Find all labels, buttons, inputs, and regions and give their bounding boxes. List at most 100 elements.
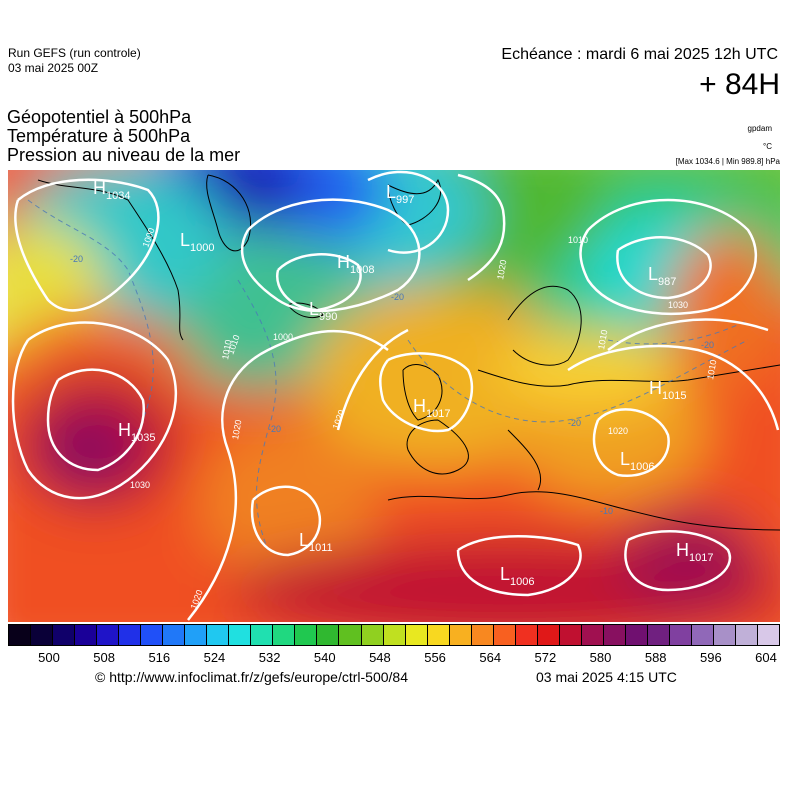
colorbar-swatch — [471, 625, 494, 645]
colorbar-swatch — [383, 625, 406, 645]
colorbar-swatch — [295, 625, 318, 645]
colorbar-tick-label: 596 — [699, 650, 722, 665]
isobar-label: 1000 — [273, 332, 293, 342]
colorbar-swatch — [75, 625, 98, 645]
colorbar-swatch — [405, 625, 428, 645]
isotherm-label: -20 — [701, 340, 714, 350]
pressure-max-min: [Max 1034.6 | Min 989.8] hPa — [675, 157, 780, 166]
isotherm-label: -10 — [600, 506, 613, 516]
colorbar-swatch — [185, 625, 208, 645]
forecast-valid-time: Echéance : mardi 6 mai 2025 12h UTC — [501, 46, 778, 63]
isobar-label: 1030 — [668, 300, 688, 310]
pressure-center-label: H1034 — [93, 178, 130, 202]
pressure-center-label: H1008 — [337, 252, 374, 276]
source-url[interactable]: © http://www.infoclimat.fr/z/gefs/europe… — [95, 669, 409, 685]
colorbar-tick-label: 508 — [93, 650, 115, 665]
pressure-center-label: H1015 — [649, 378, 686, 402]
colorbar-swatch — [119, 625, 142, 645]
colorbar-swatch — [9, 625, 32, 645]
colorbar-tick-label: 516 — [148, 650, 171, 665]
weather-map-svg: H1034 L1000 L997 H1008 L990 L987 H1035 H… — [8, 170, 780, 622]
isobar-label: 1010 — [568, 235, 588, 245]
colorbar-swatch — [273, 625, 296, 645]
colorbar-swatch — [647, 625, 670, 645]
colorbar-tick-label: 548 — [369, 650, 391, 665]
pressure-center-label: L997 — [386, 182, 414, 206]
colorbar-swatch — [31, 625, 54, 645]
isotherm-labels: -20 -20 -20 -20 -20 -10 — [70, 254, 714, 516]
colorbar-tick-label: 540 — [313, 650, 336, 665]
isobar-label: 1010 — [596, 329, 609, 350]
pressure-center-label: H1017 — [413, 396, 450, 420]
colorbar-swatch — [207, 625, 230, 645]
pressure-center-label: L1006 — [500, 564, 535, 588]
colorbar-swatch — [361, 625, 384, 645]
forecast-lead-time: + 84H — [699, 68, 780, 101]
colorbar-swatch — [537, 625, 560, 645]
isobar-label: 1010 — [220, 339, 233, 360]
isobar-label: 1030 — [130, 480, 150, 490]
field-geopotential: Géopotentiel à 500hPa — [7, 107, 192, 127]
colorbar-swatch — [669, 625, 692, 645]
colorbar-tick-label: 564 — [479, 650, 502, 665]
isobar-label: 1020 — [608, 426, 628, 436]
pressure-center-label: L987 — [648, 264, 676, 288]
colorbar-swatch — [691, 625, 714, 645]
pressure-center-label: L990 — [309, 299, 337, 323]
isotherm-label: -20 — [268, 424, 281, 434]
colorbar-tick-label: 532 — [258, 650, 281, 665]
colorbar-swatch — [559, 625, 582, 645]
field-mslp: Pression au niveau de la mer — [7, 145, 241, 165]
run-date: 03 mai 2025 00Z — [8, 61, 99, 75]
colorbar — [8, 624, 780, 646]
pressure-center-label: L1011 — [299, 530, 333, 554]
isotherm-label: -20 — [70, 254, 83, 264]
colorbar-swatch — [163, 625, 186, 645]
colorbar-swatch — [141, 625, 164, 645]
colorbar-tick-label: 524 — [203, 650, 226, 665]
run-model: Run GEFS (run controle) — [8, 46, 141, 60]
isobar-label: 1020 — [230, 419, 243, 440]
isobars — [11, 170, 780, 621]
colorbar-swatch — [229, 625, 252, 645]
field-titles: Géopotentiel à 500hPa Température à 500h… — [7, 108, 240, 165]
geopotential-shading — [8, 170, 780, 622]
colorbar-swatch — [427, 625, 450, 645]
pressure-center-label: H1035 — [118, 420, 155, 444]
colorbar-swatch — [515, 625, 538, 645]
pressure-center-label: L1006 — [620, 449, 655, 473]
isobar-label: 1010 — [705, 359, 718, 380]
field-temperature: Température à 500hPa — [7, 126, 191, 146]
colorbar-swatch — [339, 625, 362, 645]
colorbar-tick-label: 500 — [38, 650, 60, 665]
colorbar-swatch — [603, 625, 626, 645]
pressure-center-label: H1017 — [676, 540, 713, 564]
colorbar-swatch — [53, 625, 76, 645]
isotherms — [27, 199, 749, 551]
colorbar-swatch — [581, 625, 604, 645]
isobar-label: 1020 — [495, 259, 508, 280]
issue-date: 03 mai 2025 4:15 UTC — [536, 669, 677, 685]
colorbar-tick-label: 556 — [424, 650, 446, 665]
colorbar-swatch — [493, 625, 516, 645]
isotherm-label: -20 — [568, 418, 581, 428]
weather-map: H1034 L1000 L997 H1008 L990 L987 H1035 H… — [8, 170, 780, 622]
colorbar-swatch — [317, 625, 340, 645]
pressure-centers: H1034 L1000 L997 H1008 L990 L987 H1035 H… — [93, 178, 713, 588]
colorbar-swatch — [251, 625, 274, 645]
colorbar-tick-label: 580 — [589, 650, 612, 665]
isotherm-label: -20 — [391, 292, 404, 302]
colorbar-swatch — [736, 625, 759, 645]
colorbar-swatch — [758, 625, 780, 645]
coastlines — [37, 174, 780, 531]
pressure-center-label: L1000 — [180, 230, 215, 254]
colorbar-swatch — [714, 625, 737, 645]
colorbar-tick-label: 604 — [755, 650, 777, 665]
colorbar-swatch — [449, 625, 472, 645]
colorbar-swatch — [625, 625, 648, 645]
run-info: Run GEFS (run controle) 03 mai 2025 00Z — [8, 46, 141, 76]
colorbar-tick-label: 588 — [644, 650, 667, 665]
colorbar-swatch — [97, 625, 120, 645]
colorbar-tick-label: 572 — [534, 650, 557, 665]
unit-celsius: °C — [763, 142, 772, 151]
